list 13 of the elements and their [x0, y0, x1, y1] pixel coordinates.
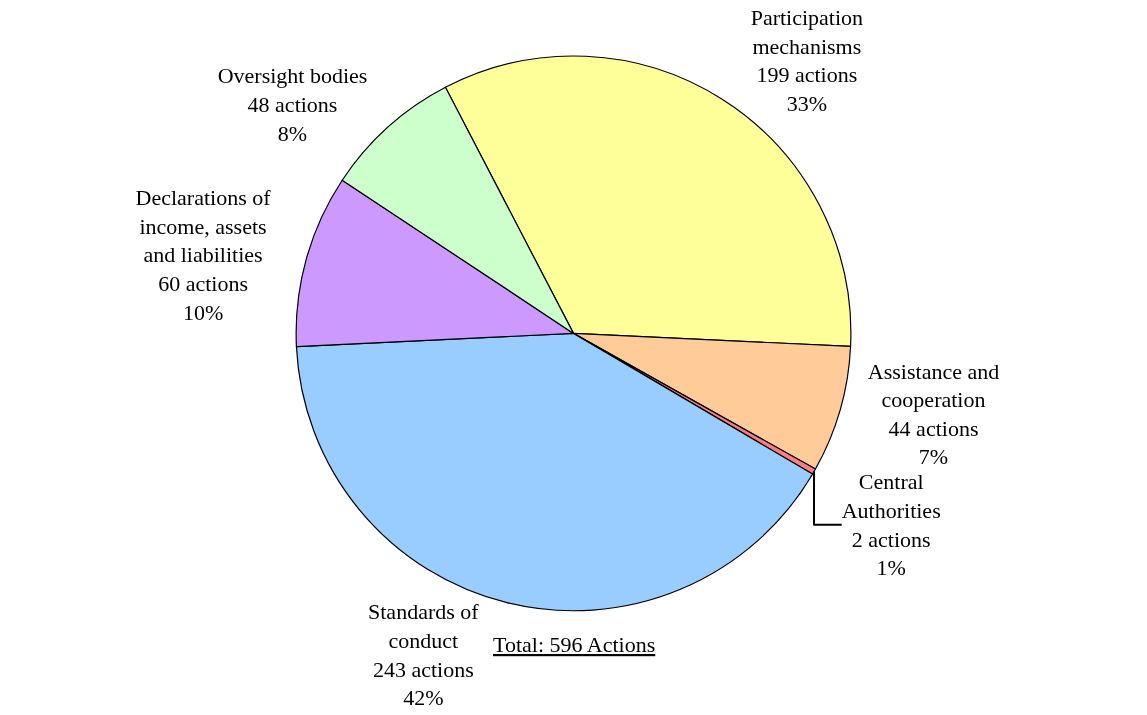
data-label: 44 actions 7% — [888, 415, 979, 470]
data-label: 243 actions 42% — [372, 656, 474, 711]
data-label: 48 actions 8% — [247, 92, 338, 146]
text: Total: 596 Actions — [493, 632, 656, 657]
data-label: 60 actions 10% — [158, 270, 248, 325]
slice-label: Oversight bodies — [217, 63, 368, 89]
slice-label: Declarations of income, assets and liabilities — [135, 185, 272, 268]
slice-label: Assistance and cooperation — [867, 358, 1000, 413]
data-label: 2 actions 1% — [851, 526, 931, 581]
slice-label: Central Authorities — [841, 469, 941, 523]
data-label: 199 actions 33% — [756, 62, 858, 116]
slice-label: Standards of conduct — [368, 599, 480, 654]
slice-label: Participation mechanisms — [750, 4, 864, 59]
